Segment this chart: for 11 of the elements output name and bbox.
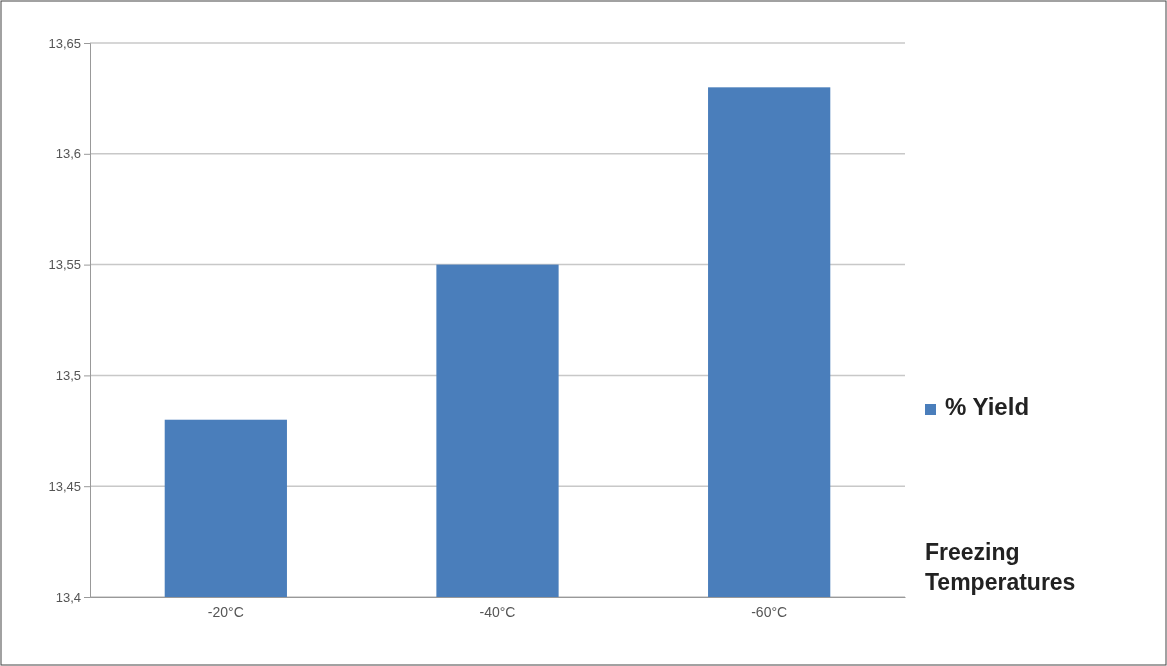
y-tick-label: 13,6 — [55, 146, 81, 162]
y-tick-label: 13,65 — [48, 35, 81, 51]
y-tick-label: 13,55 — [48, 257, 81, 273]
y-tick-label: 13,45 — [48, 478, 81, 494]
x-tick-label: -60°C — [751, 603, 788, 620]
x-axis-title: Freezing Temperatures — [925, 539, 1076, 595]
legend-label: % Yield — [945, 393, 1030, 420]
y-tick-label: 13,4 — [55, 589, 81, 605]
x-tick-label: -20°C — [207, 603, 244, 620]
y-tick-label: 13,5 — [55, 368, 81, 384]
x-tick-label: -40°C — [479, 603, 516, 620]
